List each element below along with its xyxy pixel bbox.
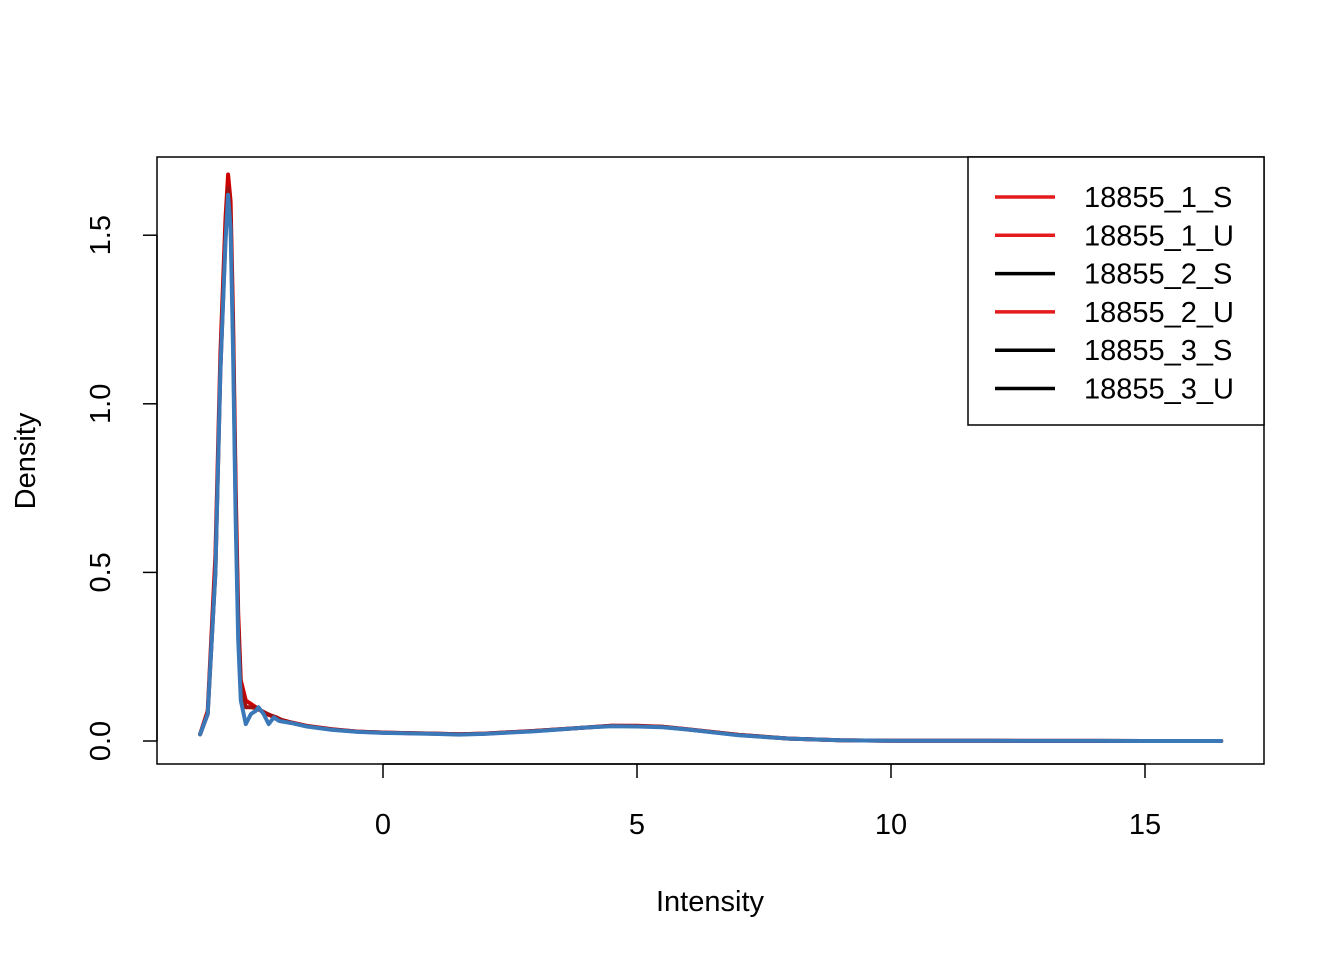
y-axis-label: Density <box>10 412 42 509</box>
x-tick-label: 10 <box>875 809 907 841</box>
y-tick-label: 0.5 <box>85 552 117 592</box>
legend: 18855_1_S 18855_1_U 18855_2_S 18855_2_U 1885… <box>967 156 1265 426</box>
x-tick-label: 15 <box>1129 809 1161 841</box>
legend-box <box>967 156 1265 426</box>
legend-label: 18855_2_U <box>1084 297 1234 329</box>
legend-label: 18855_1_S <box>1084 182 1232 214</box>
legend-label: 18855_3_S <box>1084 335 1232 367</box>
x-axis: 0 5 10 15 <box>375 763 1161 841</box>
legend-label: 18855_1_U <box>1084 220 1234 252</box>
y-tick-label: 1.5 <box>85 215 117 255</box>
series-layer <box>198 172 1224 743</box>
x-tick-label: 5 <box>629 809 645 841</box>
x-axis-label: Intensity <box>656 886 764 918</box>
y-axis: 0.0 0.5 1.0 1.5 <box>85 215 158 761</box>
series-line-3 <box>198 192 1224 743</box>
x-tick-label: 0 <box>375 809 391 841</box>
legend-label: 18855_2_S <box>1084 259 1232 291</box>
y-tick-label: 0.0 <box>85 721 117 761</box>
y-tick-label: 1.0 <box>85 384 117 424</box>
legend-label: 18855_3_U <box>1084 374 1234 406</box>
